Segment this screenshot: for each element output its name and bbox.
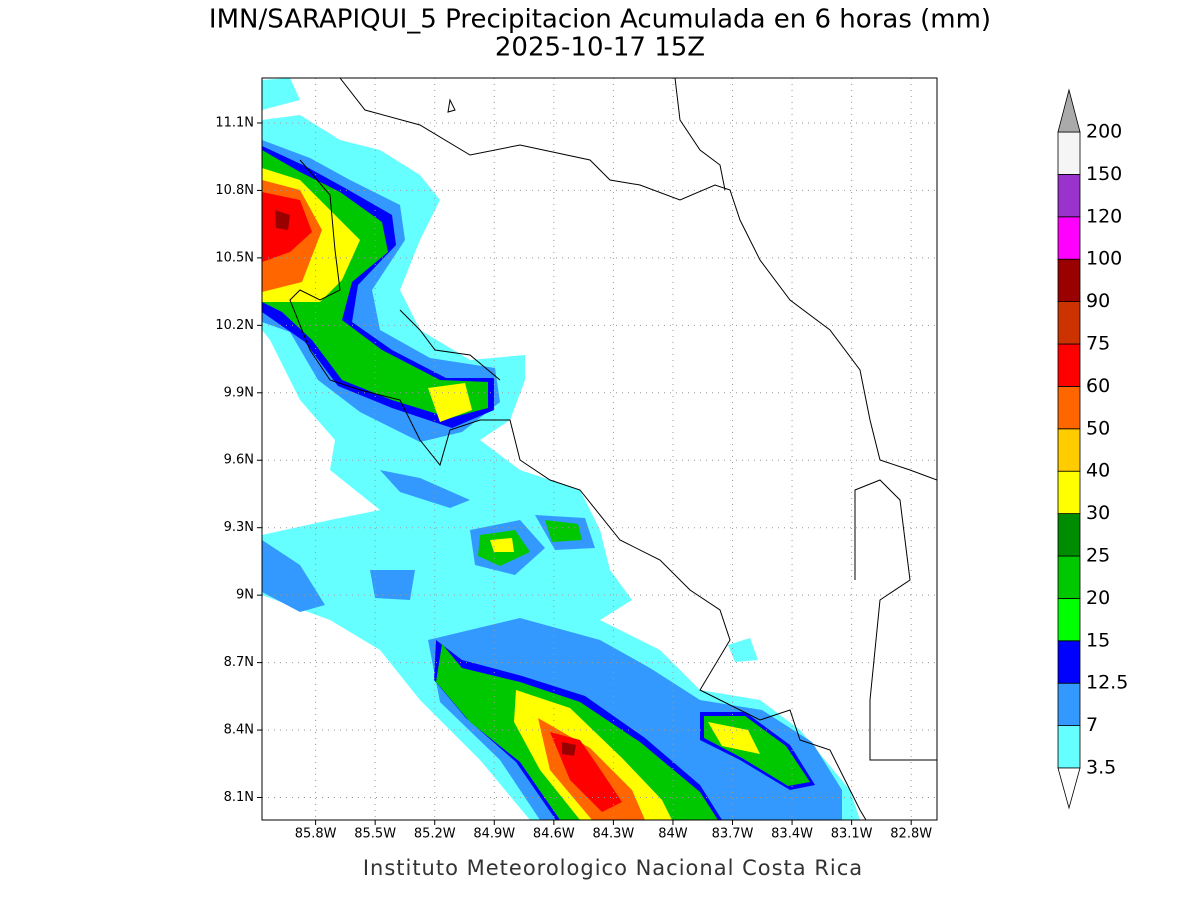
x-tick-label: 84.6W xyxy=(533,827,575,842)
y-tick-label: 10.8N xyxy=(215,183,254,198)
y-tick-label: 9.6N xyxy=(224,453,254,468)
x-tick-label: 84.3W xyxy=(592,827,634,842)
y-tick-label: 8.7N xyxy=(224,655,254,670)
colorbar-segment xyxy=(1057,513,1081,557)
coastline xyxy=(289,159,867,820)
colorbar-label: 120 xyxy=(1086,205,1122,227)
colorbar-label: 40 xyxy=(1086,460,1110,482)
precip-area xyxy=(708,722,760,754)
colorbar-label: 20 xyxy=(1086,587,1110,609)
x-tick-label: 85.2W xyxy=(414,827,456,842)
x-tick-label: 85.8W xyxy=(295,827,337,842)
coastline xyxy=(674,78,726,191)
y-tick-label: 9.9N xyxy=(224,385,254,400)
colorbar-label: 200 xyxy=(1086,121,1122,143)
colorbar-segment xyxy=(1057,301,1081,345)
colorbar-label: 50 xyxy=(1086,417,1110,439)
credit: Instituto Meteorologico Nacional Costa R… xyxy=(363,856,863,880)
colorbar-label: 150 xyxy=(1086,163,1122,185)
colorbar-label: 25 xyxy=(1086,545,1110,567)
colorbar-segment xyxy=(1057,131,1081,175)
colorbar-segment xyxy=(1057,428,1081,472)
colorbar: 3.5 7 12.5 15 20 25 30 40 50 60 75 90 100 120 150 200 xyxy=(1057,88,1128,810)
x-tick-label: 84W xyxy=(658,827,688,842)
coastline xyxy=(399,309,501,381)
x-tick-label: 83.1W xyxy=(831,827,873,842)
colorbar-segment xyxy=(1057,173,1081,218)
colorbar-label: 15 xyxy=(1086,629,1110,651)
y-tick-label: 9.3N xyxy=(224,520,254,535)
precip-area xyxy=(380,470,470,508)
colorbar-label: 12.5 xyxy=(1086,672,1128,694)
colorbar-label: 60 xyxy=(1086,375,1110,397)
colorbar-segment xyxy=(1057,598,1081,642)
y-tick-label: 8.1N xyxy=(224,790,254,805)
colorbar-segment xyxy=(1057,555,1081,599)
precip-area xyxy=(370,570,415,600)
coastline xyxy=(854,479,937,761)
precip-area xyxy=(262,540,325,612)
subtitle: 2025-10-17 15Z xyxy=(495,33,705,63)
colorbar-segment xyxy=(1057,343,1081,387)
x-tick-label: 83.7W xyxy=(712,827,754,842)
colorbar-label: 7 xyxy=(1086,714,1098,736)
colorbar-segment xyxy=(1057,216,1081,260)
colorbar-segment xyxy=(1057,385,1081,430)
colorbar-segment xyxy=(1057,470,1081,515)
colorbar-label: 100 xyxy=(1086,248,1122,270)
precip-area xyxy=(562,742,576,756)
y-tick-label: 8.4N xyxy=(224,723,254,738)
map-frame xyxy=(261,77,938,821)
title: IMN/SARAPIQUI_5 Precipitacion Acumulada … xyxy=(209,5,991,35)
x-tick-label: 84.9W xyxy=(473,827,515,842)
colorbar-label: 75 xyxy=(1086,333,1110,355)
precip-area xyxy=(490,538,514,552)
grid xyxy=(262,78,937,820)
colorbar-label: 30 xyxy=(1086,502,1110,524)
y-tick-label: 11.1N xyxy=(215,115,254,130)
colorbar-above xyxy=(1057,88,1081,133)
y-tick-label: 9N xyxy=(236,588,254,603)
precip-area xyxy=(728,638,758,662)
coastline xyxy=(447,98,456,113)
precip-area xyxy=(262,115,860,820)
precip-area xyxy=(262,78,300,110)
y-tick-label: 10.2N xyxy=(215,318,254,333)
precip-area xyxy=(275,210,290,230)
colorbar-segment xyxy=(1057,682,1081,727)
axes: 85.8W 85.5W 85.2W 84.9W 84.6W 84.3W 84W 83.7W 83… xyxy=(215,115,932,841)
x-tick-label: 85.5W xyxy=(354,827,396,842)
precip-area xyxy=(545,520,582,542)
colorbar-label: 90 xyxy=(1086,290,1110,312)
colorbar-label: 3.5 xyxy=(1086,757,1116,779)
coastline xyxy=(339,78,937,481)
coastlines xyxy=(289,78,937,820)
colorbar-segment xyxy=(1057,640,1081,684)
precip-field xyxy=(262,78,860,820)
colorbar-segment xyxy=(1057,258,1081,303)
x-tick-label: 83.4W xyxy=(771,827,813,842)
colorbar-segment xyxy=(1057,725,1081,769)
y-tick-label: 10.5N xyxy=(215,250,254,265)
colorbar-below xyxy=(1057,767,1081,810)
x-tick-label: 82.8W xyxy=(890,827,932,842)
